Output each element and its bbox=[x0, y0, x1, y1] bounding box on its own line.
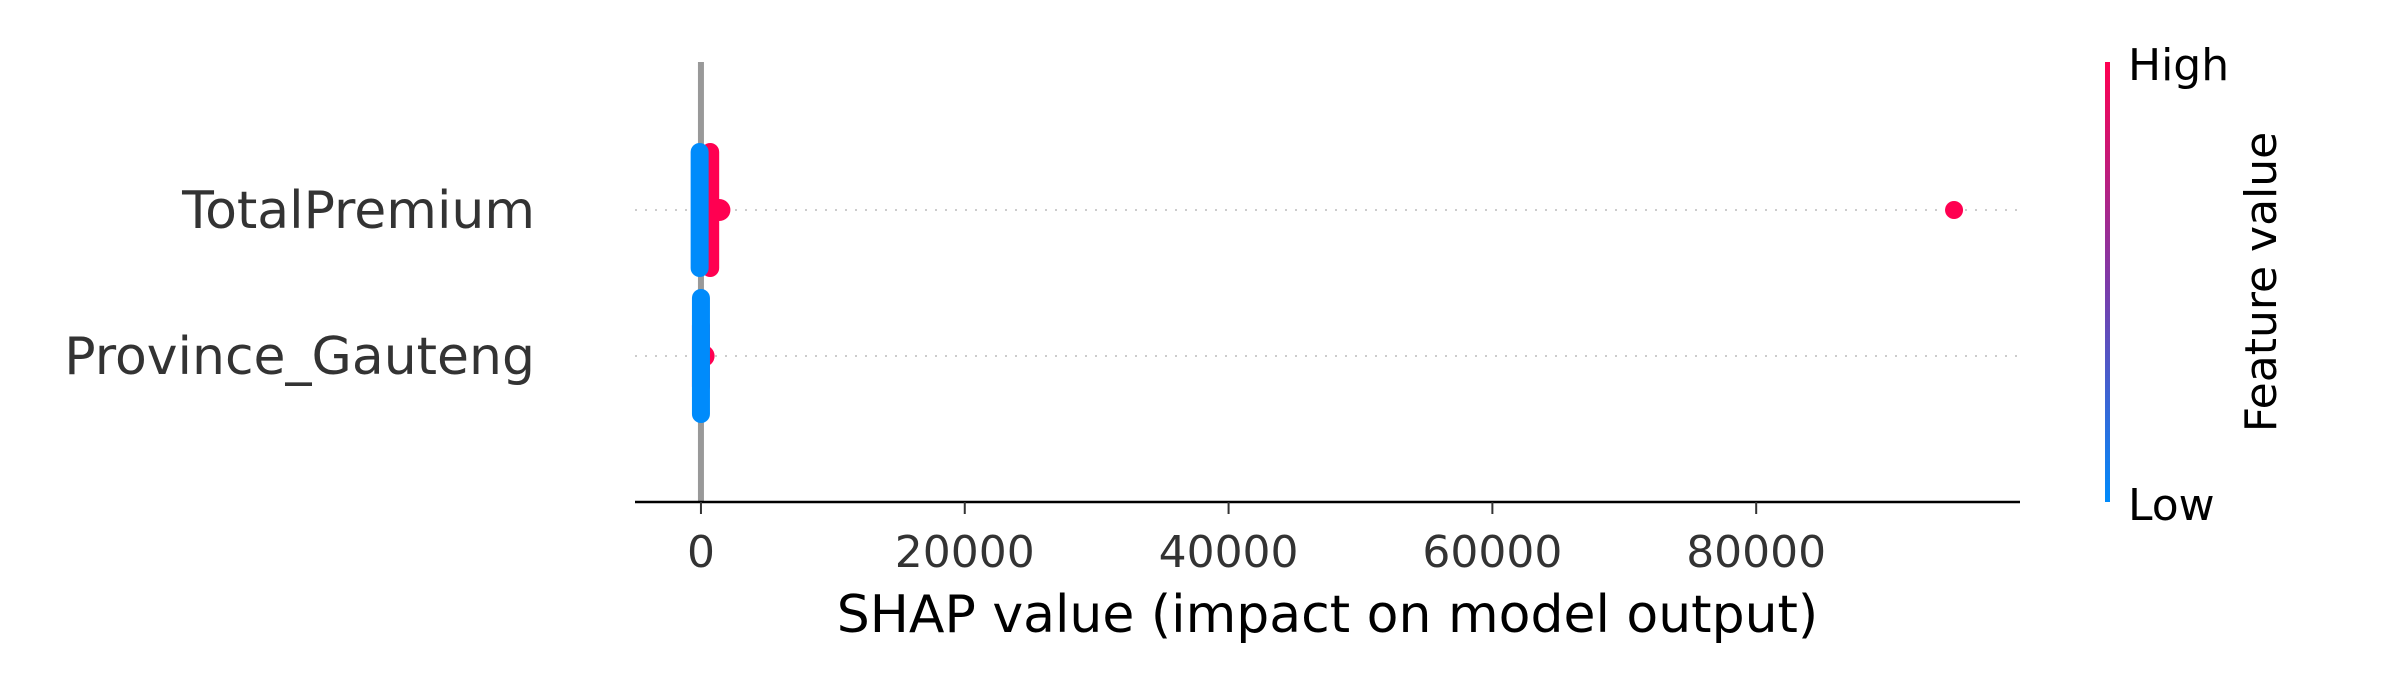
colorbar-title: Feature value bbox=[2236, 132, 2287, 432]
grid-layer bbox=[635, 209, 2020, 357]
x-axis-title: SHAP value (impact on model output) bbox=[837, 585, 1818, 645]
x-tick-label: 40000 bbox=[1159, 527, 1299, 578]
points-layer bbox=[690, 143, 1964, 423]
colorbar-high-label: High bbox=[2128, 40, 2229, 91]
shap-point bbox=[1945, 201, 1964, 219]
feature-label-layer: TotalPremium Province_Gauteng bbox=[64, 181, 535, 387]
x-tick-label: 0 bbox=[687, 527, 715, 578]
colorbar-gradient bbox=[2105, 62, 2110, 502]
x-tick-label: 20000 bbox=[895, 527, 1035, 578]
x-tick-label: 60000 bbox=[1422, 527, 1562, 578]
x-tick-label: 80000 bbox=[1686, 527, 1826, 578]
colorbar-low-label: Low bbox=[2128, 480, 2215, 531]
feature-label: Province_Gauteng bbox=[64, 327, 535, 387]
feature-label: TotalPremium bbox=[181, 181, 535, 241]
colorbar: High Low Feature value bbox=[2105, 40, 2287, 531]
x-axis: 0 20000 40000 60000 80000 bbox=[635, 500, 2020, 578]
